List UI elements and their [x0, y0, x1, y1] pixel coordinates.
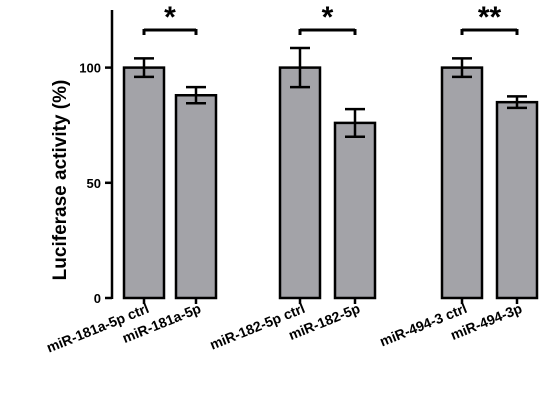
y-axis: 0 50 100: [79, 10, 114, 306]
y-tick-label: 100: [79, 61, 101, 76]
y-tick-label: 0: [94, 291, 101, 306]
bar: [278, 66, 322, 300]
significance-label: **: [478, 1, 502, 34]
bar: [495, 100, 539, 300]
y-axis-label: Luciferase activity (%): [50, 80, 71, 281]
significance-label: *: [164, 1, 176, 34]
bars-layer: [122, 46, 539, 304]
bar: [333, 121, 377, 300]
significance-label: *: [322, 1, 334, 34]
significance-markers: * * **: [142, 1, 519, 35]
bar: [440, 66, 484, 300]
y-tick-label: 50: [87, 176, 101, 191]
bar: [122, 66, 166, 300]
bar: [174, 93, 218, 300]
